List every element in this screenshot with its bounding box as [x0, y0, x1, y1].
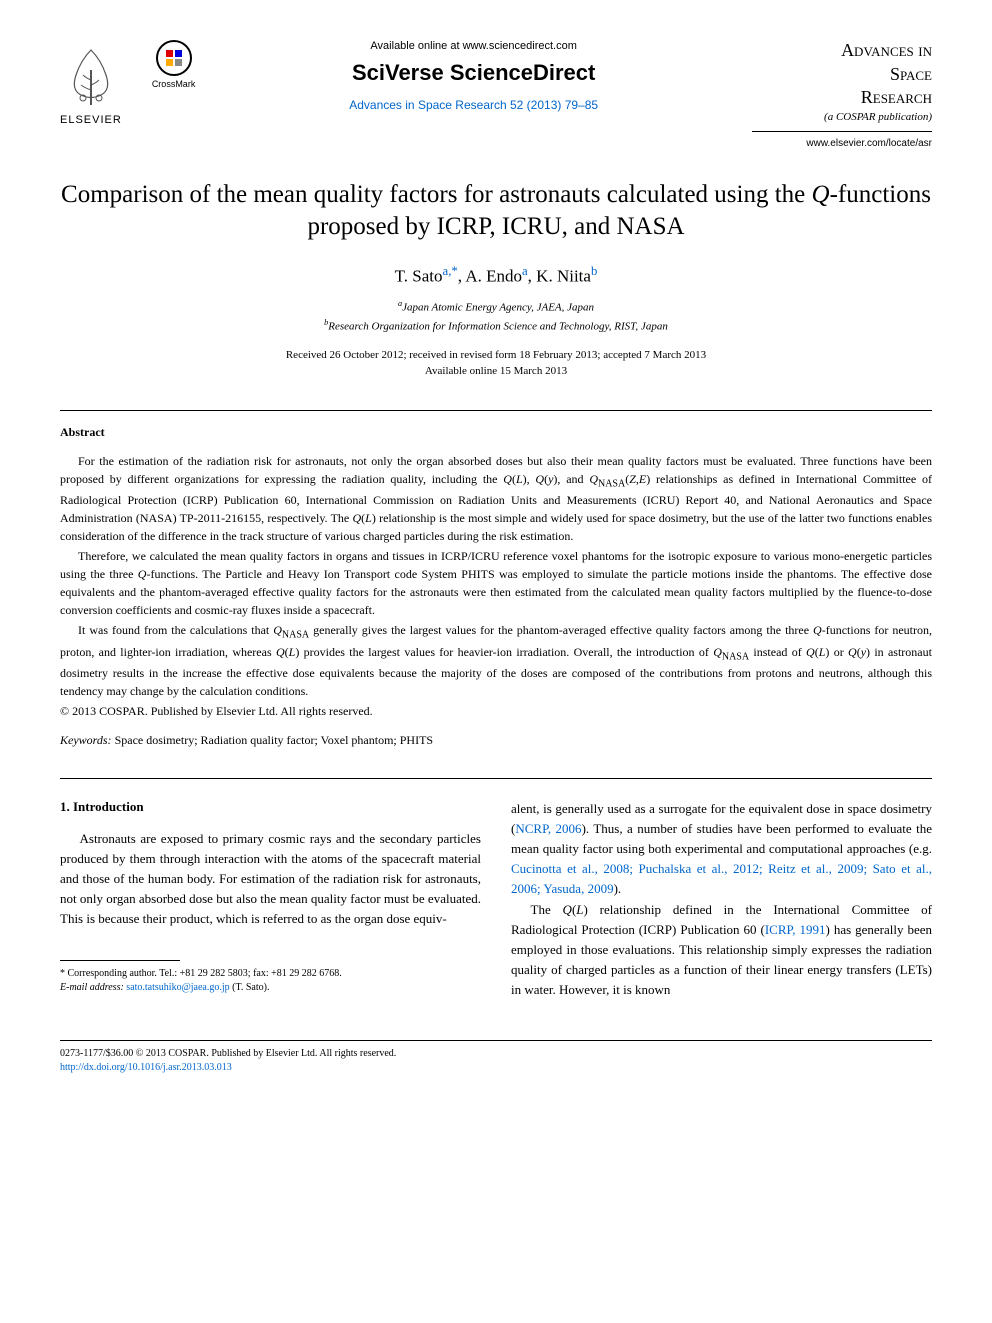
elsevier-label: ELSEVIER: [60, 114, 122, 126]
abstract-p3: It was found from the calculations that …: [60, 621, 932, 700]
header-left: ELSEVIER CrossMark: [60, 40, 195, 126]
authors-list: T. Satoa,*, A. Endoa, K. Niitab: [60, 264, 932, 287]
author-3: , K. Niita: [528, 266, 591, 285]
ref-icrp-1991[interactable]: ICRP, 1991: [765, 922, 826, 937]
journal-name-line2: Space: [752, 64, 932, 86]
abstract-heading: Abstract: [60, 425, 932, 440]
title-q: Q: [812, 181, 830, 208]
available-online-text: Available online at www.sciencedirect.co…: [215, 40, 732, 52]
affiliation-b: Research Organization for Information Sc…: [328, 320, 668, 332]
footer-doi-link[interactable]: http://dx.doi.org/10.1016/j.asr.2013.03.…: [60, 1062, 232, 1073]
journal-name-line3: Research: [752, 87, 932, 109]
keywords-label: Keywords:: [60, 733, 112, 747]
elsevier-logo: ELSEVIER: [60, 40, 122, 126]
page-footer: 0273-1177/$36.00 © 2013 COSPAR. Publishe…: [60, 1047, 932, 1075]
abstract-rule-bottom: [60, 778, 932, 779]
footnote-email-who: (T. Sato).: [230, 982, 270, 993]
ref-ncrp-2006[interactable]: NCRP, 2006: [515, 821, 581, 836]
footer-copyright: 0273-1177/$36.00 © 2013 COSPAR. Publishe…: [60, 1047, 932, 1061]
body-columns: 1. Introduction Astronauts are exposed t…: [60, 799, 932, 1000]
dates-line2: Available online 15 March 2013: [425, 365, 567, 377]
column-right: alent, is generally used as a surrogate …: [511, 799, 932, 1000]
keywords-line: Keywords: Space dosimetry; Radiation qua…: [60, 733, 932, 748]
header-center: Available online at www.sciencedirect.co…: [195, 40, 752, 112]
cospar-subtitle: (a COSPAR publication): [752, 111, 932, 123]
crossmark-icon: [156, 40, 192, 76]
header-divider: [752, 131, 932, 132]
crossmark-label: CrossMark: [152, 79, 196, 89]
copyright-line: © 2013 COSPAR. Published by Elsevier Ltd…: [60, 704, 932, 719]
dates-line1: Received 26 October 2012; received in re…: [286, 349, 706, 361]
footnote-email-label: E-mail address:: [60, 982, 124, 993]
intro-p1-left: Astronauts are exposed to primary cosmic…: [60, 829, 481, 930]
corresponding-author-footnote: * Corresponding author. Tel.: +81 29 282…: [60, 967, 481, 995]
footnote-corr: * Corresponding author. Tel.: +81 29 282…: [60, 967, 481, 981]
footer-rule: [60, 1040, 932, 1041]
ref-multi-2008-2012[interactable]: Cucinotta et al., 2008; Puchalska et al.…: [511, 861, 932, 896]
affiliation-a: Japan Atomic Energy Agency, JAEA, Japan: [402, 302, 594, 314]
footnote-email[interactable]: sato.tatsuhiko@jaea.go.jp: [124, 982, 230, 993]
journal-reference-link[interactable]: Advances in Space Research 52 (2013) 79–…: [215, 98, 732, 112]
abstract-p2: Therefore, we calculated the mean qualit…: [60, 547, 932, 619]
abstract-rule-top: [60, 410, 932, 411]
column-left: 1. Introduction Astronauts are exposed t…: [60, 799, 481, 1000]
intro-heading: 1. Introduction: [60, 799, 481, 815]
locate-url[interactable]: www.elsevier.com/locate/asr: [752, 138, 932, 149]
keywords-values: Space dosimetry; Radiation quality facto…: [112, 733, 434, 747]
sciverse-brand: SciVerse ScienceDirect: [215, 60, 732, 86]
header-right: Advances in Space Research (a COSPAR pub…: [752, 40, 932, 149]
intro-p2-right: The Q(L) relationship defined in the Int…: [511, 900, 932, 1001]
author-2: , A. Endo: [458, 266, 522, 285]
article-dates: Received 26 October 2012; received in re…: [60, 347, 932, 380]
publisher-header: ELSEVIER CrossMark Available online at w…: [60, 40, 932, 149]
affiliations: aJapan Atomic Energy Agency, JAEA, Japan…: [60, 298, 932, 334]
abstract-p1: For the estimation of the radiation risk…: [60, 452, 932, 545]
crossmark-badge[interactable]: CrossMark: [152, 40, 196, 89]
author-1: T. Sato: [395, 266, 443, 285]
title-part1: Comparison of the mean quality factors f…: [61, 181, 811, 208]
footnote-rule: [60, 960, 180, 961]
elsevier-tree-icon: [61, 40, 121, 110]
journal-name-line1: Advances in: [752, 40, 932, 62]
intro-p1-right: alent, is generally used as a surrogate …: [511, 799, 932, 900]
article-title: Comparison of the mean quality factors f…: [60, 179, 932, 244]
author-3-aff[interactable]: b: [591, 264, 597, 278]
